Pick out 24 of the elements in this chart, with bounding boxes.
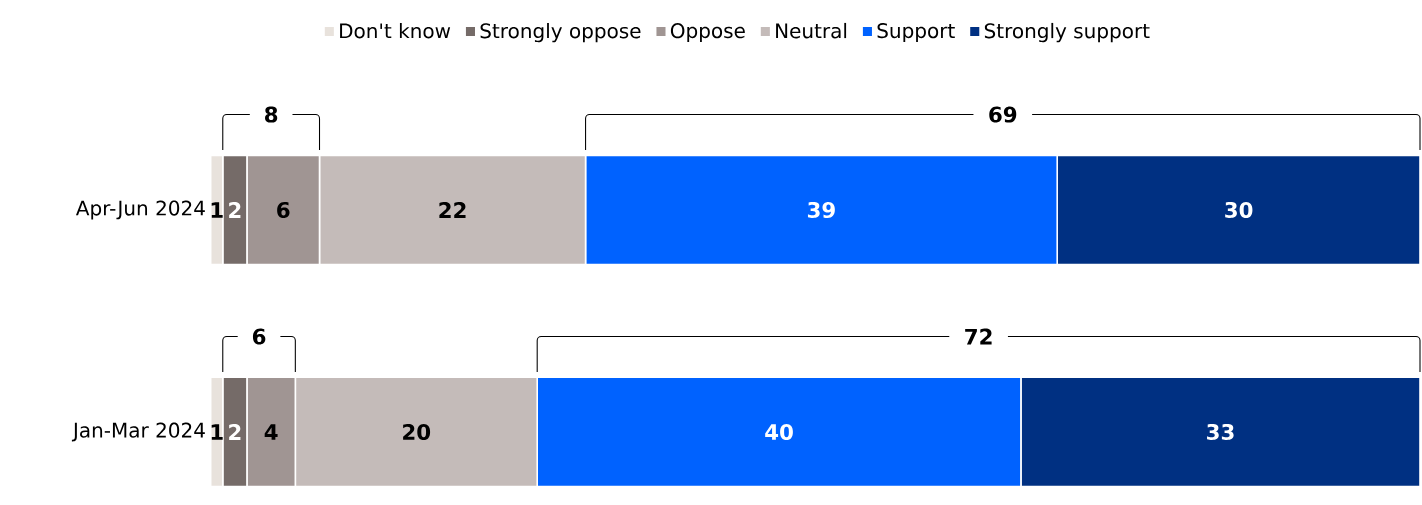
y-tick-label: Apr-Jun 2024 <box>75 200 205 220</box>
annotation: 72 <box>965 328 992 345</box>
legend-label: Support <box>877 22 955 42</box>
data-label: 22 <box>439 201 466 218</box>
data-label: 2 <box>229 423 241 440</box>
legend-label: Strongly oppose <box>480 22 641 43</box>
data-label: 30 <box>1225 201 1253 218</box>
annotation: 8 <box>265 106 278 123</box>
data-label: 2 <box>229 201 241 218</box>
data-label: 6 <box>277 201 290 218</box>
data-label: 20 <box>403 423 431 440</box>
legend-label: Oppose <box>670 22 745 42</box>
data-label: 1 <box>211 202 223 218</box>
annotation: 69 <box>989 106 1017 123</box>
legend-label: Neutral <box>776 22 847 39</box>
data-label: 4 <box>264 424 278 440</box>
data-label: 33 <box>1207 423 1234 440</box>
data-label: 40 <box>765 423 793 440</box>
y-tick-label: Jan-Mar 2024 <box>71 422 205 442</box>
legend-label: Don't know <box>340 22 451 39</box>
legend-label: Strongly support <box>984 22 1150 43</box>
data-label: 1 <box>211 424 223 440</box>
annotation: 6 <box>252 328 266 345</box>
data-label: 39 <box>807 201 835 218</box>
